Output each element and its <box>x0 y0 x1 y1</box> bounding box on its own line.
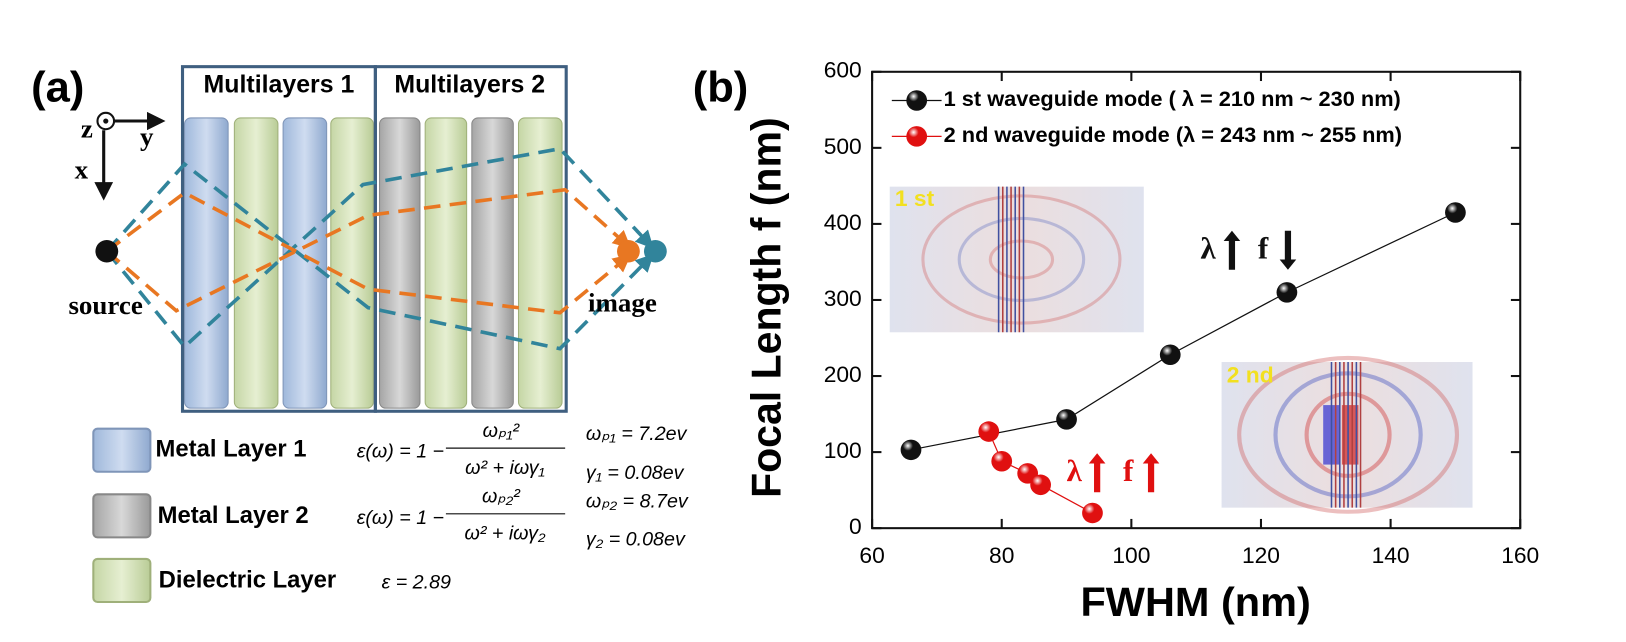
data-point <box>978 421 1000 442</box>
dielectric-layer <box>233 117 279 409</box>
inset-label: 2 nd <box>1227 361 1274 387</box>
x-tick-label: 120 <box>1242 542 1280 568</box>
equation: ε = 2.89 <box>382 572 452 594</box>
x-tick-label: 160 <box>1501 542 1539 568</box>
equation: ωₚ₂ = 8.7ev <box>586 491 689 513</box>
inset-stripes <box>997 186 1025 333</box>
data-point <box>991 450 1013 472</box>
x-tick-label: 80 <box>989 542 1014 568</box>
y-axis-label: Focal Length f (nm) <box>743 117 789 498</box>
data-point <box>1445 202 1466 223</box>
data-point <box>1276 282 1298 303</box>
annotation: λ <box>1067 453 1083 488</box>
inset-stripes <box>1330 362 1362 508</box>
group-label: Multilayers 2 <box>394 72 545 99</box>
group-box <box>373 65 568 413</box>
y-tick-label: 100 <box>824 437 862 463</box>
annotation: f <box>1258 230 1269 265</box>
annotation: f <box>1123 453 1134 488</box>
x-tick-label: 140 <box>1372 542 1410 568</box>
equation: ωₚ₁² <box>483 420 521 442</box>
legend-label: Metal Layer 2 <box>158 503 309 529</box>
axis-label: x <box>75 155 89 185</box>
layers <box>184 117 563 409</box>
source-point <box>95 239 119 263</box>
inset-waves <box>921 194 1122 325</box>
equation: γ₁ = 0.08ev <box>586 462 685 484</box>
legend-label: 2 nd waveguide mode (λ = 243 nm ~ 255 nm… <box>944 122 1402 147</box>
group-label: Multilayers 1 <box>204 72 355 99</box>
data-point <box>900 439 922 461</box>
image-point <box>617 239 640 263</box>
y-tick-label: 600 <box>824 57 862 83</box>
y-tick-label: 200 <box>824 361 862 387</box>
source-label: source <box>68 290 142 320</box>
metal-layer-1 <box>282 117 328 409</box>
legend-marker <box>906 90 928 111</box>
inset-image <box>889 186 1144 333</box>
dielectric-layer <box>424 117 468 409</box>
dielectric-layer <box>517 117 563 409</box>
annotation-arrow <box>1142 453 1160 493</box>
y-tick-label: 0 <box>849 513 862 539</box>
inset-label: 1 st <box>895 185 935 211</box>
panel-label: (a) <box>31 64 84 112</box>
x-tick-label: 60 <box>859 542 884 568</box>
legend-label: Metal Layer 1 <box>156 437 307 463</box>
panel-label: (b) <box>693 64 749 112</box>
rays <box>105 146 654 351</box>
data-point <box>1159 344 1181 365</box>
metal-layer-2 <box>471 117 514 409</box>
legend-swatch <box>92 427 152 473</box>
axis-z <box>103 118 109 124</box>
data-point <box>1030 474 1051 496</box>
annotation: λ <box>1200 230 1216 265</box>
inset: 1 st <box>889 185 1144 333</box>
ray <box>105 161 654 351</box>
image-label: image <box>588 288 657 318</box>
axis-label: z <box>81 114 93 144</box>
legend-swatch <box>92 557 152 604</box>
y-tick-label: 300 <box>824 285 862 311</box>
equation: ωₚ₁ = 7.2ev <box>586 423 688 445</box>
plot: 60 80 100 120 140 160 0 100 200 300 400 500 600 1 st … <box>824 57 1540 568</box>
legend-label: Dielectric Layer <box>159 568 337 594</box>
equations: ε(ω) = 1 − ωₚ₁² ω² + iωγ₁ ωₚ₁ = 7.2ev γ₁… <box>357 420 689 594</box>
equation: γ₂ = 0.08ev <box>586 529 686 551</box>
axis-label: y <box>140 122 154 152</box>
x-axis-label: FWHM (nm) <box>1080 579 1310 625</box>
metal-layer-2 <box>379 117 421 409</box>
x-tick-label: 100 <box>1112 542 1150 568</box>
ray <box>105 146 654 350</box>
dielectric-layer <box>330 117 374 409</box>
y-tick-label: 500 <box>824 133 862 159</box>
annotation-arrow <box>1223 230 1241 270</box>
y-tick-label: 400 <box>824 209 862 235</box>
image-point <box>643 239 667 263</box>
data-point <box>1056 409 1077 430</box>
data-point <box>1082 502 1103 524</box>
metal-layer-1 <box>184 117 229 409</box>
annotation-arrow <box>1088 453 1106 493</box>
legend-marker <box>906 126 928 147</box>
equation: ε(ω) = 1 − <box>357 507 444 529</box>
inset: 2 nd <box>1221 355 1473 514</box>
legend-swatch <box>92 493 152 539</box>
equation: ω² + iωγ₁ <box>465 457 545 479</box>
legend-label: 1 st waveguide mode ( λ = 210 nm ~ 230 n… <box>944 86 1401 111</box>
ray <box>105 190 632 315</box>
equation: ωₚ₂² <box>482 486 521 508</box>
annotation-arrow <box>1279 230 1297 270</box>
ray <box>105 187 632 313</box>
equation: ε(ω) = 1 − <box>357 441 444 463</box>
equation: ω² + iωγ₂ <box>465 523 547 545</box>
